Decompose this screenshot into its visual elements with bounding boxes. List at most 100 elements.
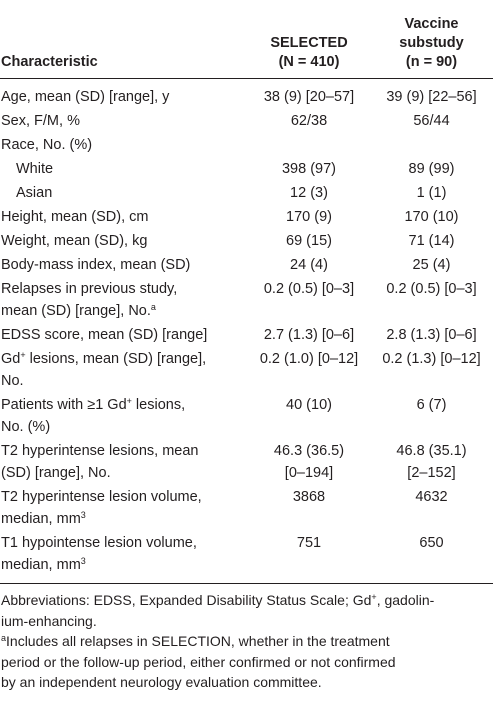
value-cell: 39 (9) [22–56] — [370, 79, 493, 110]
text-line: 71 (14) — [408, 233, 455, 249]
value-cell: 0.2 (0.5) [0–3] — [370, 277, 493, 323]
text-line: 4632 — [415, 489, 448, 505]
value-cell: 56/44 — [370, 109, 493, 133]
superscript: + — [20, 350, 26, 360]
row-label: Age, mean (SD) [range], y — [0, 79, 248, 110]
text-line: 0.2 (0.5) [0–3] — [386, 281, 477, 297]
text-line: substudy — [399, 35, 464, 51]
header-cell: SELECTED (N = 410) — [248, 0, 370, 79]
table-row: Body-mass index, mean (SD) 24 (4) 25 (4) — [0, 253, 493, 277]
text-segment: mean (SD) [range], No. — [1, 303, 151, 319]
superscript: a — [1, 633, 7, 643]
table-row: Patients with ≥1 Gd+ lesions, No. (%) 40 (… — [0, 393, 493, 439]
superscript: + — [126, 396, 132, 406]
text-line: 170 (9) — [286, 209, 332, 225]
text-line: median, mm3 — [1, 508, 248, 530]
value-cell: 4632 — [370, 485, 493, 531]
text-line: Abbreviations: EDSS, Expanded Disability… — [1, 590, 493, 611]
superscript: 3 — [80, 510, 86, 520]
text-line: (n = 90) — [405, 54, 458, 70]
text-line: period or the follow-up period, either c… — [1, 653, 396, 670]
text-line: 2.7 (1.3) [0–6] — [263, 327, 355, 343]
text-line: (SD) [range], No. — [1, 465, 111, 481]
text-line: 1 (1) — [416, 185, 447, 201]
value-cell: 46.8 (35.1) [2–152] — [370, 439, 493, 485]
text-line: 3868 — [292, 489, 326, 505]
text-segment: median, mm — [1, 511, 81, 527]
text-line: Relapses in previous study, — [1, 281, 178, 297]
text-line: 170 (10) — [404, 209, 459, 225]
text-line: [0–194] — [284, 465, 334, 481]
table-row: Weight, mean (SD), kg 69 (15) 71 (14) — [0, 229, 493, 253]
text-line: 40 (10) — [286, 397, 332, 413]
text-line: 38 (9) [20–57] — [263, 89, 355, 105]
value-cell: 62/38 — [248, 109, 370, 133]
row-label: White — [0, 157, 248, 181]
value-cell: 170 (10) — [370, 205, 493, 229]
row-label: Relapses in previous study, mean (SD) [ra… — [0, 277, 248, 323]
text-line: Height, mean (SD), cm — [1, 209, 149, 225]
text-line: 2.8 (1.3) [0–6] — [386, 327, 477, 343]
text-line: aIncludes all relapses in SELECTION, whe… — [1, 631, 493, 652]
row-label: EDSS score, mean (SD) [range] — [0, 323, 248, 347]
text-line: Vaccine — [404, 16, 459, 32]
text-segment: Abbreviations: EDSS, Expanded Disability… — [1, 592, 372, 608]
text-line: Patients with ≥1 Gd+ lesions, — [1, 394, 248, 416]
row-label: Body-mass index, mean (SD) — [0, 253, 248, 277]
row-label: T1 hypointense lesion volume, median, mm3 — [0, 531, 248, 584]
value-cell: 751 — [248, 531, 370, 584]
footnote: aIncludes all relapses in SELECTION, whe… — [1, 631, 493, 693]
table-row: Race, No. (%) — [0, 133, 493, 157]
text-line: [2–152] — [407, 465, 456, 481]
value-cell — [370, 133, 493, 157]
text-line: T1 hypointense lesion volume, — [1, 535, 197, 551]
row-label: Gd+ lesions, mean (SD) [range], No. — [0, 347, 248, 393]
footnotes: Abbreviations: EDSS, Expanded Disability… — [0, 584, 493, 693]
text-line: mean (SD) [range], No.a — [1, 300, 248, 322]
row-label: Patients with ≥1 Gd+ lesions, No. (%) — [0, 393, 248, 439]
value-cell: 0.2 (1.0) [0–12] — [248, 347, 370, 393]
table-row: EDSS score, mean (SD) [range] 2.7 (1.3) [… — [0, 323, 493, 347]
row-label: T2 hyperintense lesion volume, median, mm… — [0, 485, 248, 531]
row-label: Asian — [0, 181, 248, 205]
value-cell: 46.3 (36.5) [0–194] — [248, 439, 370, 485]
text-segment: Patients with ≥1 Gd — [1, 397, 127, 413]
text-line: 6 (7) — [416, 397, 447, 413]
text-line: 0.2 (1.3) [0–12] — [382, 351, 481, 367]
superscript: a — [150, 302, 156, 312]
table-header: Characteristic SELECTED (N = 410) Vaccine su… — [0, 0, 493, 79]
table-row: Relapses in previous study, mean (SD) [ra… — [0, 277, 493, 323]
text-line: Body-mass index, mean (SD) — [1, 257, 191, 273]
row-label: T2 hyperintense lesions, mean (SD) [range… — [0, 439, 248, 485]
header-cell: Vaccine substudy (n = 90) — [370, 0, 493, 79]
table-row: T2 hyperintense lesion volume, median, mm… — [0, 485, 493, 531]
text-line: 12 (3) — [290, 185, 328, 201]
value-cell: 24 (4) — [248, 253, 370, 277]
value-cell: 89 (99) — [370, 157, 493, 181]
text-line: Weight, mean (SD), kg — [1, 233, 148, 249]
text-segment: lesions, — [131, 397, 186, 413]
superscript: + — [371, 592, 377, 602]
value-cell: 650 — [370, 531, 493, 584]
text-line: 46.8 (35.1) — [396, 443, 467, 459]
header-cell: Characteristic — [0, 0, 248, 79]
text-segment: Gd — [1, 351, 21, 367]
text-line: Asian — [16, 185, 53, 201]
table-row: Gd+ lesions, mean (SD) [range], No. 0.2 (1… — [0, 347, 493, 393]
superscript: 3 — [80, 556, 86, 566]
text-segment: median, mm — [1, 557, 81, 573]
text-line: 25 (4) — [412, 257, 451, 273]
text-line: (N = 410) — [278, 54, 340, 70]
value-cell: 38 (9) [20–57] — [248, 79, 370, 110]
text-line: median, mm3 — [1, 554, 248, 576]
text-line: White — [16, 161, 54, 177]
table-row: White 398 (97) 89 (99) — [0, 157, 493, 181]
value-cell: 3868 — [248, 485, 370, 531]
text-line: 0.2 (1.0) [0–12] — [259, 351, 359, 367]
row-label: Race, No. (%) — [0, 133, 248, 157]
text-line: T2 hyperintense lesion volume, — [1, 489, 202, 505]
text-line: Race, No. (%) — [1, 137, 93, 153]
text-line: Age, mean (SD) [range], y — [1, 89, 170, 105]
value-cell: 0.2 (0.5) [0–3] — [248, 277, 370, 323]
